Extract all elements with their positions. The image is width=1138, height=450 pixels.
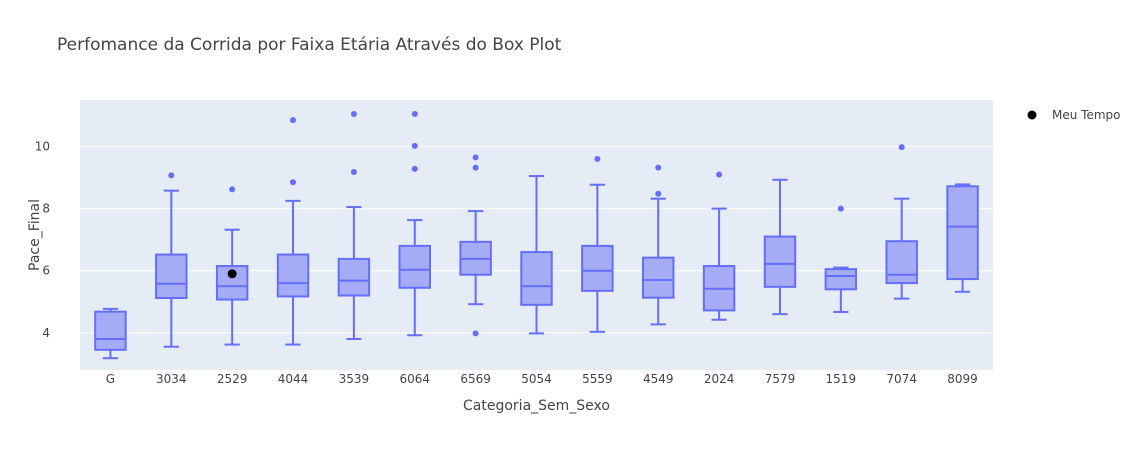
outlier-point [411, 142, 418, 149]
outlier-point [229, 186, 236, 193]
chart-title: Perfomance da Corrida por Faixa Etária A… [57, 35, 562, 55]
outlier-point [898, 144, 905, 151]
box-4044 [276, 117, 310, 346]
x-tick-label: 4044 [278, 372, 309, 386]
x-tick-label: 8099 [947, 372, 978, 386]
outlier-point [290, 117, 297, 124]
box-8099 [946, 183, 979, 293]
y-tick-label: 4 [42, 326, 50, 340]
iqr-box [520, 251, 553, 306]
iqr-box [398, 244, 431, 289]
x-tick-label: 3539 [339, 372, 370, 386]
outlier-point [716, 171, 723, 178]
box-2024 [702, 171, 736, 321]
iqr-box [155, 253, 188, 300]
iqr-box [642, 256, 675, 299]
x-tick-label: 6064 [399, 372, 430, 386]
outlier-point [350, 169, 357, 175]
meu-tempo-markers [227, 269, 237, 279]
x-tick-label: 3034 [156, 372, 187, 386]
legend[interactable]: Meu Tempo [1027, 108, 1121, 122]
iqr-box [215, 265, 249, 301]
y-tick-label: 8 [42, 202, 50, 216]
x-tick-label: 1519 [826, 372, 857, 386]
outlier-point [472, 330, 479, 337]
iqr-box [94, 310, 127, 351]
outlier-point [411, 110, 418, 117]
iqr-box [337, 257, 371, 297]
outlier-point [168, 172, 175, 179]
box-1519 [824, 205, 858, 313]
outlier-point [837, 205, 844, 212]
iqr-box [824, 268, 858, 291]
outlier-point [472, 164, 479, 171]
legend-label: Meu Tempo [1052, 108, 1120, 122]
box-6064 [398, 110, 431, 337]
iqr-box [276, 253, 310, 298]
outlier-point [655, 190, 662, 197]
meu-tempo-point [227, 269, 237, 279]
x-axis-title: Categoria_Sem_Sexo [463, 398, 610, 414]
boxes [94, 110, 979, 360]
x-tick-label: 7074 [886, 372, 917, 386]
x-tick-labels: G 3034 2529 4044 3539 6064 6569 5054 5559 4549 202… [106, 372, 978, 386]
box-7074 [885, 144, 918, 300]
x-tick-label: 2529 [217, 372, 248, 386]
box-4549 [642, 164, 675, 326]
x-tick-label: 5559 [582, 372, 613, 386]
outlier-point [411, 165, 418, 172]
box-7579 [763, 178, 797, 316]
x-tick-label: 5054 [521, 372, 552, 386]
box-2529 [215, 186, 249, 346]
outlier-point [472, 154, 479, 161]
y-tick-label: 6 [42, 264, 50, 278]
x-tick-label: 6569 [460, 372, 491, 386]
iqr-box [885, 240, 918, 285]
box-5559 [581, 155, 614, 333]
y-axis-title: Pace_Final [27, 199, 43, 271]
iqr-box [946, 185, 979, 281]
x-tick-label: 2024 [704, 372, 735, 386]
x-tick-label: 7579 [765, 372, 796, 386]
box-6569 [459, 154, 492, 337]
box-5054 [520, 175, 553, 335]
y-tick-label: 10 [35, 140, 50, 154]
iqr-box [581, 244, 614, 292]
box-3034 [155, 172, 188, 348]
outlier-point [290, 179, 297, 186]
legend-marker [1027, 110, 1037, 120]
outlier-point [350, 110, 357, 117]
iqr-box [763, 235, 797, 288]
box-G [94, 307, 127, 360]
y-tick-labels: 4 6 8 10 [35, 140, 50, 340]
outlier-point [594, 155, 601, 162]
x-tick-label: 4549 [643, 372, 674, 386]
x-tick-label: G [106, 372, 115, 386]
box-3539 [337, 110, 371, 340]
outlier-point [655, 164, 662, 171]
